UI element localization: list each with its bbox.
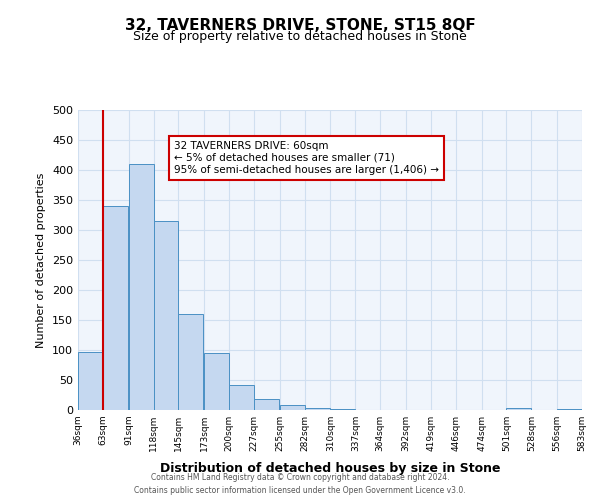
Bar — [557, 409, 582, 410]
Y-axis label: Number of detached properties: Number of detached properties — [37, 172, 46, 348]
Bar — [506, 408, 532, 410]
Text: 32, TAVERNERS DRIVE, STONE, ST15 8QF: 32, TAVERNERS DRIVE, STONE, ST15 8QF — [125, 18, 475, 32]
Bar — [128, 164, 154, 410]
Text: 32 TAVERNERS DRIVE: 60sqm
← 5% of detached houses are smaller (71)
95% of semi-d: 32 TAVERNERS DRIVE: 60sqm ← 5% of detach… — [174, 142, 439, 174]
Bar — [229, 385, 254, 410]
Bar — [331, 409, 355, 410]
X-axis label: Distribution of detached houses by size in Stone: Distribution of detached houses by size … — [160, 462, 500, 475]
Bar — [178, 314, 203, 410]
Bar — [78, 352, 103, 410]
Bar — [103, 206, 128, 410]
Text: Size of property relative to detached houses in Stone: Size of property relative to detached ho… — [133, 30, 467, 43]
Bar — [204, 353, 229, 410]
Text: Contains HM Land Registry data © Crown copyright and database right 2024.
Contai: Contains HM Land Registry data © Crown c… — [134, 473, 466, 495]
Bar — [280, 405, 305, 410]
Bar — [305, 408, 329, 410]
Bar — [154, 221, 178, 410]
Bar — [254, 399, 279, 410]
